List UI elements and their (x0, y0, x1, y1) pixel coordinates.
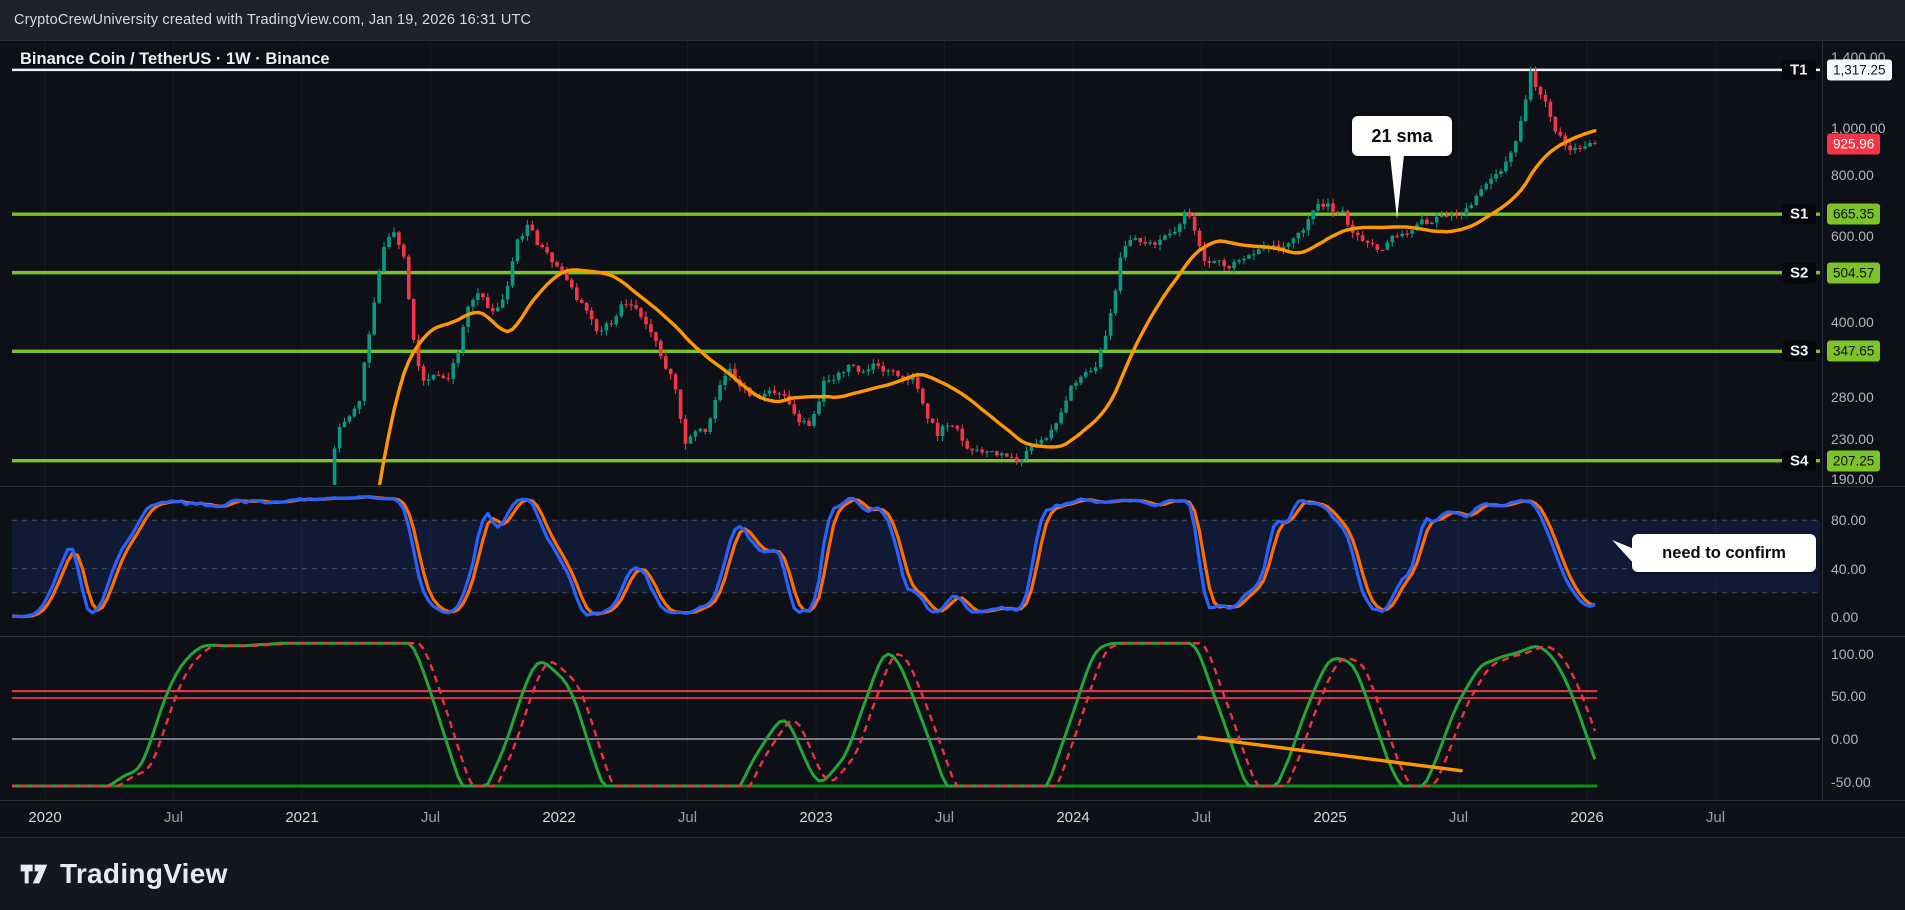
time-tick-label: 2025 (1313, 809, 1347, 826)
tradingview-logo-icon[interactable] (18, 858, 50, 890)
level-badge-s3: 347.65 (1827, 340, 1881, 362)
time-tick-label: Jul (420, 809, 441, 826)
price-scale[interactable]: 1,400.00 1,000.00 800.00 600.00 400.00 280.00… (1823, 0, 1905, 800)
level-badge-s4: 207.25 (1827, 450, 1881, 472)
sma-21-line (377, 129, 1597, 485)
stoch-tick-label: 40.00 (1831, 560, 1867, 577)
level-badge-t1: 1,317.25 (1827, 59, 1892, 81)
time-tick-label: Jul (1191, 809, 1212, 826)
level-chip-s4[interactable]: S4 (1782, 450, 1817, 472)
time-tick-label: 2024 (1056, 809, 1090, 826)
price-tick-label: 600.00 (1831, 228, 1874, 245)
price-tick-label: 800.00 (1831, 167, 1874, 184)
time-tick-label: 2022 (542, 809, 576, 826)
level-badge-s2: 504.57 (1827, 262, 1881, 284)
momentum-tick-label: 100.00 (1831, 645, 1874, 662)
confirm-callout-text: need to confirm (1662, 543, 1786, 562)
momentum-tick-label: -50.00 (1831, 773, 1871, 790)
price-tick-label: 190.00 (1831, 471, 1874, 487)
time-tick-label: 2026 (1570, 809, 1604, 826)
price-tick-label: 230.00 (1831, 430, 1874, 447)
stoch-tick-label: 80.00 (1831, 512, 1867, 529)
momentum-tick-label: 0.00 (1831, 731, 1859, 747)
time-tick-label: Jul (163, 809, 184, 826)
time-tick-label: Jul (934, 809, 955, 826)
stoch-tick-label: 0.00 (1831, 609, 1859, 625)
stoch-k-line (12, 495, 1596, 619)
level-badge-s1: 665.35 (1827, 203, 1881, 225)
time-tick-label: Jul (677, 809, 698, 826)
stoch-band-fill (12, 520, 1820, 593)
time-tick-label: Jul (1705, 809, 1726, 826)
level-chip-t1[interactable]: T1 (1782, 59, 1816, 81)
price-tick-label: 1,000.00 (1831, 120, 1886, 137)
price-tick-label: 280.00 (1831, 389, 1874, 406)
confirm-callout[interactable]: need to confirm (1607, 532, 1816, 572)
level-chip-s3[interactable]: S3 (1782, 340, 1817, 362)
level-chip-s1[interactable]: S1 (1782, 203, 1817, 225)
last-price-badge: 925.96 (1827, 133, 1881, 155)
sma-callout-pointer (1390, 155, 1404, 219)
attribution-bar: CryptoCrewUniversity created with Tradin… (0, 0, 1905, 41)
attribution-text: CryptoCrewUniversity created with Tradin… (14, 12, 532, 28)
sma-callout-text: 21 sma (1371, 125, 1433, 146)
time-tick-label: 2023 (799, 809, 833, 826)
time-tick-label: Jul (1448, 809, 1469, 826)
symbol-legend[interactable]: Binance Coin / TetherUS · 1W · Binance (20, 50, 330, 68)
time-tick-label: 2020 (28, 809, 62, 826)
logo-bar: TradingView (0, 837, 1905, 910)
tradingview-logo-text[interactable]: TradingView (60, 858, 228, 889)
level-chip-s2[interactable]: S2 (1782, 262, 1817, 284)
time-scale[interactable]: 2020 Jul 2021 Jul 2022 Jul 2023 Jul 2024 Jul 2025 J… (0, 800, 1905, 837)
time-tick-label: 2021 (285, 809, 319, 826)
momentum-tick-label: 50.00 (1831, 688, 1867, 705)
sma-callout[interactable]: 21 sma (1352, 116, 1452, 219)
price-tick-label: 400.00 (1831, 313, 1874, 330)
momentum-trendline[interactable] (1197, 735, 1463, 773)
